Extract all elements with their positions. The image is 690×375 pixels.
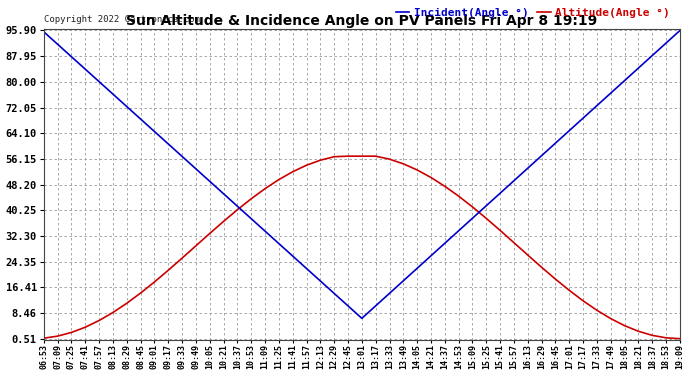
Title: Sun Altitude & Incidence Angle on PV Panels Fri Apr 8 19:19: Sun Altitude & Incidence Angle on PV Pan… — [126, 14, 598, 28]
Text: Copyright 2022 Cartronics.com: Copyright 2022 Cartronics.com — [43, 15, 199, 24]
Legend: Incident(Angle °), Altitude(Angle °): Incident(Angle °), Altitude(Angle °) — [391, 3, 674, 22]
